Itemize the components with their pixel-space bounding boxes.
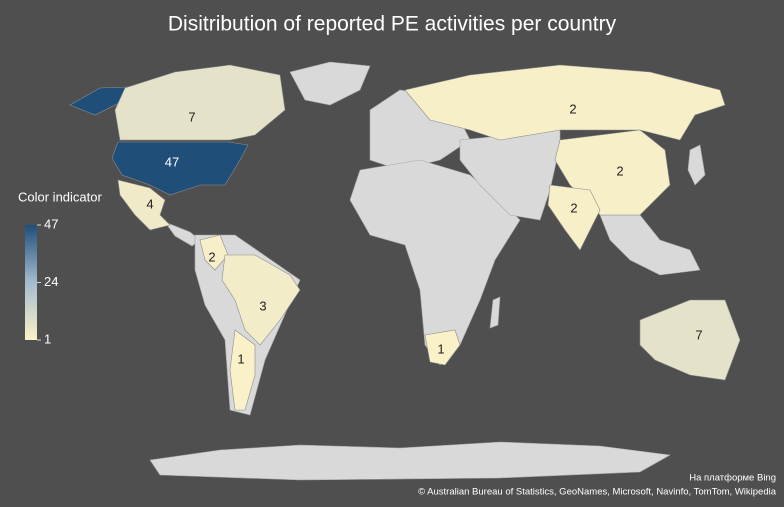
region [199,234,229,271]
region-label: 2 [569,101,576,116]
region-label: 1 [437,341,444,356]
middle-east-asia [459,129,561,221]
region-label: 2 [570,200,577,215]
chart-title: Disitribution of reported PE activities … [168,13,617,36]
greenland [289,61,371,106]
regions: 47 7 4 2 3 1 2 2 2 1 7 [69,64,741,411]
region [114,64,286,141]
credit: На платформе Bing [689,473,776,484]
region-label: 2 [616,163,623,178]
region-label: 3 [259,298,266,313]
legend-tick-label: 24 [44,274,58,289]
legend-tick-label: 1 [44,331,51,346]
region [111,141,249,196]
madagascar [489,296,501,329]
region [117,179,171,231]
region-label: 7 [188,109,195,124]
region-label: 1 [237,351,244,366]
southeast-asia [599,214,701,276]
legend-tick-label: 47 [44,216,58,231]
japan [687,144,706,186]
region [547,184,601,251]
region [639,299,741,381]
legend-bar [25,225,37,340]
region-label: 7 [695,327,702,342]
legend-title: Color indicator [18,189,102,204]
region [424,329,461,366]
region [221,254,301,346]
antarctica [149,441,671,481]
credit: © Australian Bureau of Statistics, GeoNa… [418,487,777,498]
region-label: 47 [165,154,179,169]
region-label: 4 [146,196,153,211]
region-label: 2 [208,249,215,264]
region [229,329,256,411]
region [404,64,726,141]
base-land [149,61,706,481]
